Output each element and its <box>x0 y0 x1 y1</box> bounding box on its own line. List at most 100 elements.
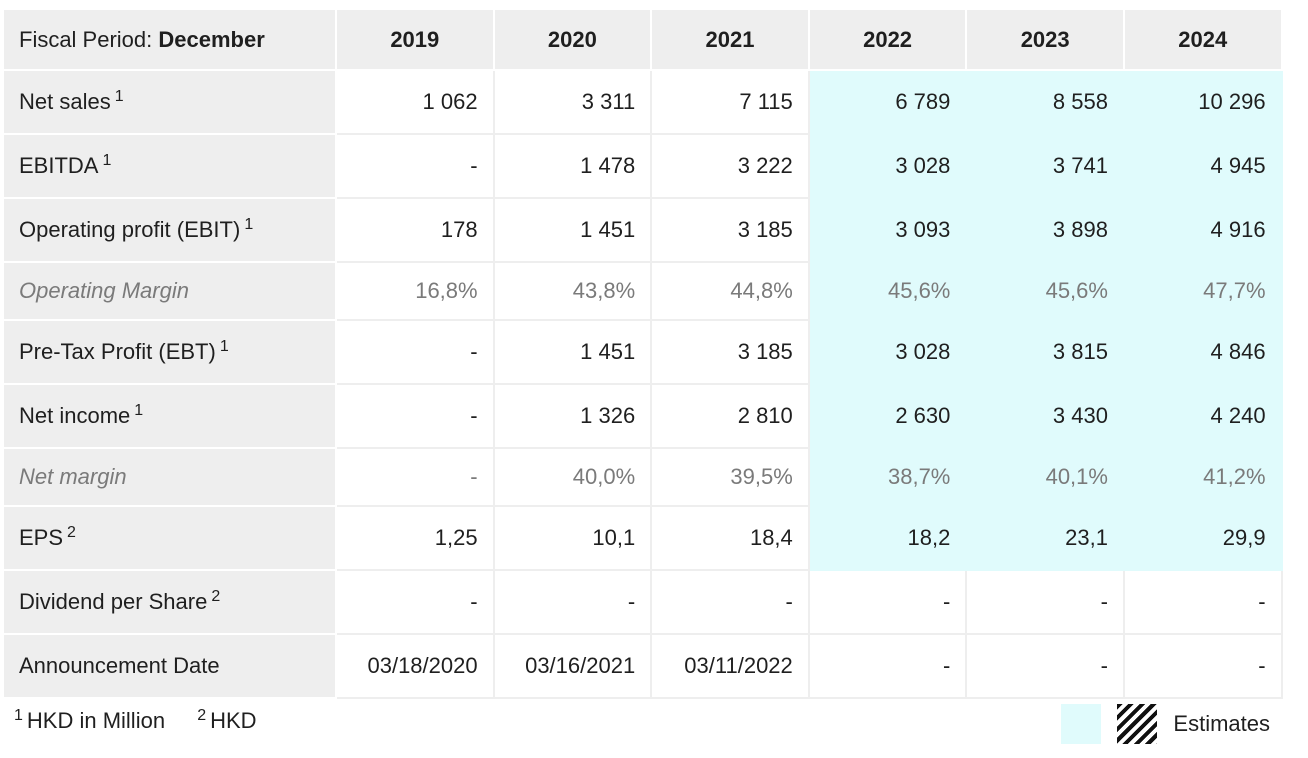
table-row: Operating Margin 16,8% 43,8% 44,8% 45,6% 45,6… <box>4 262 1283 321</box>
row-label-text: Pre-Tax Profit (EBT) <box>19 339 216 364</box>
table-cell: 3 028 <box>808 134 968 199</box>
row-label[interactable]: Operating profit (EBIT) 1 <box>4 198 337 263</box>
table-cell: 40,1% <box>966 448 1125 507</box>
table-cell: 18,4 <box>651 506 810 571</box>
table-cell: 6 789 <box>808 70 968 135</box>
table-cell: 41,2% <box>1123 448 1283 507</box>
table-cell: 8 558 <box>966 70 1125 135</box>
year-header[interactable]: 2019 <box>336 10 495 71</box>
row-label-text: EBITDA <box>19 153 99 178</box>
legend: Estimates <box>1061 704 1270 744</box>
table-row: Pre-Tax Profit (EBT) 1-1 451 3 185 3 028 3 8… <box>4 320 1283 385</box>
table-row: EBITDA 1-1 478 3 222 3 028 3 741 4 945 <box>4 134 1283 199</box>
row-label[interactable]: Net margin <box>4 448 337 507</box>
table-cell: 39,5% <box>651 448 810 507</box>
row-footnote-mark: 1 <box>114 88 124 105</box>
row-label-text: Net margin <box>19 464 127 489</box>
table-cell: - <box>336 570 495 635</box>
footnote-text: HKD in Million <box>26 708 166 733</box>
table-cell: 178 <box>336 198 495 263</box>
fiscal-period-label: Fiscal Period: <box>19 26 153 52</box>
row-label[interactable]: Pre-Tax Profit (EBT) 1 <box>4 320 337 385</box>
table-cell: - <box>651 570 810 635</box>
table-cell: 4 240 <box>1123 384 1283 449</box>
table-cell: 3 028 <box>808 320 968 385</box>
footnote-mark: 1 <box>14 707 23 724</box>
row-label[interactable]: Net income 1 <box>4 384 337 449</box>
footnote: 2 HKD <box>197 707 256 734</box>
table-cell: 1 326 <box>493 384 653 449</box>
table-cell: - <box>1123 634 1283 699</box>
table-cell: 45,6% <box>966 262 1125 321</box>
footnote-mark: 2 <box>197 707 207 724</box>
year-header[interactable]: 2024 <box>1123 10 1283 71</box>
table-cell: 23,1 <box>966 506 1125 571</box>
row-label[interactable]: Announcement Date <box>4 634 337 699</box>
table-cell: 4 846 <box>1123 320 1283 385</box>
table-cell: 38,7% <box>808 448 968 507</box>
table-row: Net sales 1 1 062 3 311 7 115 6 789 8 558 10 29… <box>4 70 1283 135</box>
estimate-hatch-swatch <box>1117 704 1158 744</box>
year-header[interactable]: 2020 <box>493 10 653 71</box>
row-label[interactable]: Operating Margin <box>4 262 337 321</box>
financial-summary-table: Fiscal Period: December 2019 2020 2021 2… <box>4 10 1283 699</box>
table-cell: 03/18/2020 <box>336 634 495 699</box>
fiscal-period-header: Fiscal Period: December <box>4 10 337 71</box>
estimate-color-swatch <box>1061 704 1102 744</box>
row-label[interactable]: EBITDA 1 <box>4 134 337 199</box>
row-footnote-mark: 1 <box>219 338 229 355</box>
legend-label: Estimates <box>1173 711 1270 736</box>
row-footnote-mark: 2 <box>211 588 221 605</box>
footnotes: 1 HKD in Million 2 HKD <box>14 708 283 734</box>
table-row: Operating profit (EBIT) 1 178 1 451 3 185 3 0… <box>4 198 1283 263</box>
table-cell: - <box>336 384 495 449</box>
table-cell: 10 296 <box>1123 70 1283 135</box>
table-cell: 4 916 <box>1123 198 1283 263</box>
footnote: 1 HKD in Million <box>14 707 166 734</box>
table-cell: - <box>966 634 1125 699</box>
table-cell: 3 311 <box>493 70 653 135</box>
table-row: Dividend per Share 2- - - - - - <box>4 570 1283 635</box>
table-cell: 29,9 <box>1123 506 1283 571</box>
year-header[interactable]: 2021 <box>651 10 810 71</box>
row-label-text: Net sales <box>19 89 111 114</box>
table-cell: - <box>808 634 968 699</box>
table-cell: - <box>336 134 495 199</box>
table-cell: 7 115 <box>651 70 810 135</box>
table-cell: 44,8% <box>651 262 810 321</box>
table-cell: 3 430 <box>966 384 1125 449</box>
table-cell: 3 185 <box>651 198 810 263</box>
row-label-text: Net income <box>19 403 131 428</box>
table-cell: 10,1 <box>493 506 653 571</box>
table-cell: 40,0% <box>493 448 653 507</box>
table-cell: 3 093 <box>808 198 968 263</box>
fiscal-period-value: December <box>158 26 265 52</box>
table-cell: 2 810 <box>651 384 810 449</box>
row-label[interactable]: Net sales 1 <box>4 70 337 135</box>
table-cell: 1 478 <box>493 134 653 199</box>
table-cell: - <box>336 320 495 385</box>
table-cell: 16,8% <box>336 262 495 321</box>
row-footnote-mark: 2 <box>67 524 76 541</box>
table-cell: 1 451 <box>493 198 653 263</box>
table-row: Announcement Date 03/18/2020 03/16/2021 03/… <box>4 634 1283 699</box>
table-cell: 4 945 <box>1123 134 1283 199</box>
table-cell: 3 222 <box>651 134 810 199</box>
table-cell: - <box>1123 570 1283 635</box>
year-header[interactable]: 2023 <box>966 10 1125 71</box>
row-label-text: Operating Margin <box>19 278 189 303</box>
table-cell: 03/16/2021 <box>493 634 653 699</box>
table-cell: 45,6% <box>808 262 968 321</box>
row-label-text: EPS <box>19 525 64 550</box>
row-label[interactable]: EPS 2 <box>4 506 337 571</box>
financial-summary-table-wrapper: Fiscal Period: December 2019 2020 2021 2… <box>4 10 1283 699</box>
table-cell: 1 451 <box>493 320 653 385</box>
table-footer: 1 HKD in Million 2 HKD Estimates <box>4 700 1282 750</box>
year-header[interactable]: 2022 <box>808 10 968 71</box>
table-cell: - <box>336 448 495 507</box>
row-label-text: Operating profit (EBIT) <box>19 217 241 242</box>
row-label[interactable]: Dividend per Share 2 <box>4 570 337 635</box>
row-footnote-mark: 1 <box>134 402 144 419</box>
table-row: EPS 2 1,25 10,1 18,4 18,2 23,1 29,9 <box>4 506 1283 571</box>
table-cell: 3 815 <box>966 320 1125 385</box>
